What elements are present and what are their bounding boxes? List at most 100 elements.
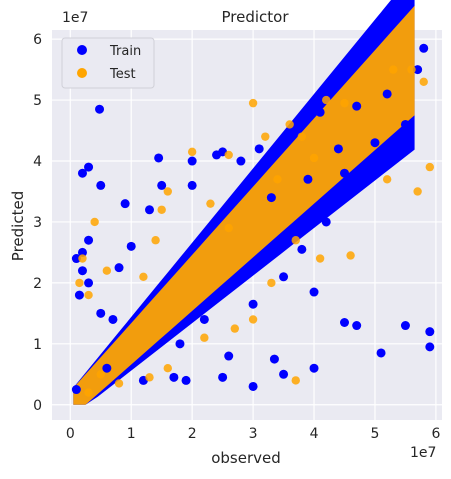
- x-tick-labels: 0 1 2 3 4 5 6: [66, 426, 441, 442]
- data-point-test: [224, 150, 233, 160]
- x-tick-label: 6: [431, 426, 440, 442]
- y-offset-label: 1e7: [62, 10, 88, 26]
- data-series: [71, 0, 435, 405]
- data-point-train: [279, 369, 289, 379]
- data-point-train: [382, 89, 392, 99]
- data-point-train: [315, 107, 325, 117]
- x-tick-label: 3: [249, 426, 258, 442]
- data-point-train: [297, 244, 307, 254]
- x-axis-label: observed: [211, 449, 281, 467]
- legend: Train Test: [61, 37, 155, 89]
- data-point-train: [269, 354, 279, 364]
- data-point-train: [96, 308, 106, 318]
- data-point-train: [279, 272, 289, 282]
- data-point-train: [425, 342, 435, 352]
- data-point-test: [273, 175, 282, 184]
- data-point-train: [340, 168, 349, 178]
- data-point-test: [96, 370, 105, 379]
- x-tick-label: 0: [66, 426, 75, 442]
- data-point-test: [248, 98, 258, 108]
- data-point-train: [187, 180, 197, 190]
- data-point-train: [340, 318, 349, 327]
- chart-title: Predictor: [221, 8, 289, 26]
- data-point-train: [413, 65, 423, 75]
- data-point-train: [187, 156, 197, 166]
- data-point-test: [248, 315, 258, 324]
- data-point-train: [321, 217, 331, 227]
- dense-band: [73, 5, 415, 405]
- data-point-train: [181, 375, 191, 385]
- data-point-train: [84, 235, 94, 245]
- data-point-train: [352, 101, 362, 111]
- data-point-test: [224, 223, 233, 233]
- data-point-train: [71, 254, 81, 264]
- data-point-test: [261, 132, 270, 141]
- legend-label-test: Test: [109, 67, 136, 82]
- x-tick-label: 4: [310, 426, 319, 442]
- data-point-train: [199, 314, 209, 324]
- data-point-test: [187, 147, 197, 157]
- legend-marker-train: [77, 45, 87, 55]
- data-point-train: [309, 287, 319, 297]
- data-point-test: [157, 205, 166, 214]
- data-point-test: [90, 217, 99, 227]
- data-point-test: [340, 98, 349, 108]
- data-point-train: [309, 363, 319, 373]
- data-point-test: [315, 254, 325, 263]
- data-point-test: [419, 77, 428, 86]
- data-point-train: [145, 205, 154, 215]
- data-point-train: [266, 193, 276, 203]
- data-point-train: [126, 241, 136, 251]
- y-axis-label: Predicted: [9, 191, 27, 261]
- data-point-train: [254, 144, 264, 154]
- data-point-test: [389, 65, 398, 74]
- data-point-train: [370, 138, 380, 148]
- data-point-test: [382, 175, 392, 184]
- data-point-train: [96, 180, 106, 190]
- legend-label-train: Train: [109, 44, 141, 59]
- y-tick-label: 1: [33, 337, 42, 353]
- y-tick-label: 5: [33, 93, 42, 109]
- data-point-train: [224, 351, 234, 361]
- y-tick-label: 3: [33, 215, 42, 231]
- data-point-test: [322, 95, 331, 105]
- data-point-test: [230, 324, 240, 333]
- data-point-train: [218, 372, 228, 382]
- data-point-test: [291, 236, 300, 245]
- data-point-test: [425, 162, 435, 172]
- data-point-train: [248, 299, 258, 309]
- y-tick-labels: 0 1 2 3 4 5 6: [33, 32, 42, 414]
- data-point-train: [84, 278, 94, 288]
- y-tick-label: 6: [33, 32, 42, 48]
- data-point-train: [175, 339, 185, 349]
- data-point-train: [114, 263, 124, 273]
- data-point-test: [75, 278, 84, 288]
- data-point-test: [407, 65, 416, 74]
- data-point-train: [400, 321, 410, 331]
- data-point-test: [139, 272, 148, 281]
- data-point-test: [151, 236, 160, 245]
- x-tick-label: 2: [188, 426, 197, 442]
- data-point-train: [84, 162, 94, 172]
- data-point-train: [77, 266, 87, 276]
- data-point-test: [206, 199, 215, 208]
- data-point-test: [291, 376, 300, 385]
- data-point-test: [346, 251, 355, 260]
- data-point-train: [248, 381, 258, 391]
- data-point-train: [74, 290, 84, 300]
- data-point-train: [169, 372, 179, 382]
- data-point-train: [376, 348, 386, 358]
- y-tick-label: 4: [33, 154, 42, 170]
- data-point-train: [120, 199, 130, 209]
- data-point-train: [95, 104, 105, 114]
- data-point-test: [297, 132, 307, 141]
- data-point-train: [400, 119, 410, 129]
- data-point-test: [114, 379, 124, 388]
- data-point-test: [309, 153, 319, 163]
- data-point-test: [163, 187, 172, 196]
- data-point-test: [413, 187, 422, 196]
- data-point-train: [425, 327, 435, 337]
- y-tick-label: 0: [33, 398, 42, 414]
- data-point-train: [352, 321, 362, 331]
